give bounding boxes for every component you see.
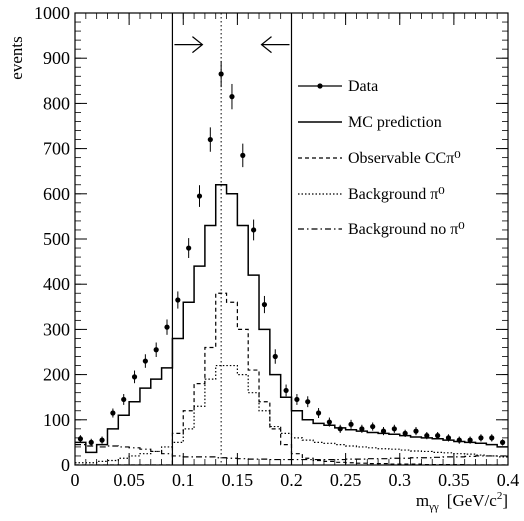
data-point (499, 439, 506, 445)
y-tick-label: 700 (43, 139, 70, 159)
x-axis-title-main: m (416, 491, 429, 510)
y-tick-label: 100 (43, 410, 70, 430)
data-point (272, 353, 278, 360)
data-point (164, 324, 170, 330)
histogram-series-line (75, 444, 508, 461)
legend-label: Background no π⁰ (348, 221, 465, 238)
histogram-series-line (75, 292, 508, 465)
data-point (435, 433, 441, 439)
legend-label: Background π⁰ (348, 186, 445, 203)
x-axis-title-unit-end: ] (502, 491, 508, 510)
data-point (186, 245, 192, 251)
y-tick-label: 800 (43, 93, 70, 113)
data-point (413, 428, 419, 434)
x-tick-label: 0.05 (113, 470, 145, 490)
data-point (88, 439, 94, 445)
selection-window (171, 13, 293, 465)
y-tick-label: 600 (43, 184, 70, 204)
x-tick-label: 0.25 (330, 470, 362, 490)
data-point (110, 410, 116, 416)
x-axis-title-unit: [GeV/c (447, 491, 497, 510)
legend-label: Observable CCπ⁰ (348, 150, 461, 167)
x-axis-ticks: 0 0.05 0.1 0.15 0.2 0.25 0.3 0.35 0.4 (71, 13, 520, 490)
data-point (402, 430, 408, 436)
data-point (456, 437, 462, 443)
data-point (370, 423, 376, 430)
data-points-layer (77, 60, 506, 447)
data-point (380, 428, 387, 434)
data-point (424, 433, 430, 439)
data-point (175, 297, 181, 303)
data-point (261, 301, 268, 308)
data-point (478, 435, 484, 441)
data-point (489, 435, 495, 441)
data-point (251, 227, 257, 233)
legend-label: MC prediction (348, 114, 442, 131)
legend-label: Data (348, 78, 378, 95)
x-tick-label: 0.4 (497, 470, 520, 490)
data-point (99, 437, 105, 443)
histogram-series-line (75, 364, 508, 464)
data-point (218, 71, 224, 77)
data-point (77, 436, 84, 442)
data-point (391, 426, 397, 432)
data-point (337, 426, 343, 432)
x-tick-label: 0.2 (280, 470, 303, 490)
y-tick-label: 500 (43, 229, 70, 249)
data-point (240, 152, 246, 158)
x-axis-title-sub: γγ (428, 501, 439, 513)
data-point (359, 426, 365, 432)
y-tick-label: 900 (43, 48, 70, 68)
x-tick-label: 0.3 (389, 470, 412, 490)
y-tick-label: 400 (43, 274, 70, 294)
x-tick-label: 0.15 (222, 470, 254, 490)
data-point (294, 396, 300, 403)
data-point (207, 136, 213, 143)
x-tick-label: 0.35 (438, 470, 470, 490)
y-tick-label: 0 (61, 455, 70, 475)
data-point (283, 387, 289, 394)
data-point (467, 437, 473, 443)
y-axis-ticks: 0 100 200 300 400 500 600 700 800 900 1000 (34, 3, 508, 475)
left-arrow (260, 36, 290, 54)
data-point (196, 193, 203, 199)
x-axis-title: mγγ [GeV/c2] (416, 490, 508, 513)
data-point (153, 347, 159, 353)
legend: Data MC prediction Observable CCπ⁰ Backgrou… (298, 78, 465, 238)
y-axis-title: events (7, 36, 26, 79)
data-point (305, 399, 311, 405)
data-point (131, 374, 138, 380)
x-axis-title-unit-sup: 2 (497, 490, 503, 502)
y-tick-label: 300 (43, 319, 70, 339)
y-tick-label: 1000 (34, 3, 70, 23)
right-arrow (174, 36, 204, 54)
histogram-series-line (75, 184, 508, 454)
data-point (142, 358, 148, 364)
series-layer (75, 184, 508, 465)
data-point (326, 419, 332, 425)
data-point (445, 435, 452, 441)
legend-marker (317, 83, 323, 89)
data-point (121, 396, 127, 403)
data-point (229, 94, 235, 100)
x-tick-label: 0.1 (172, 470, 195, 490)
x-tick-label: 0 (71, 470, 80, 490)
data-point (348, 421, 354, 427)
data-point (315, 410, 322, 416)
y-tick-label: 200 (43, 365, 70, 385)
